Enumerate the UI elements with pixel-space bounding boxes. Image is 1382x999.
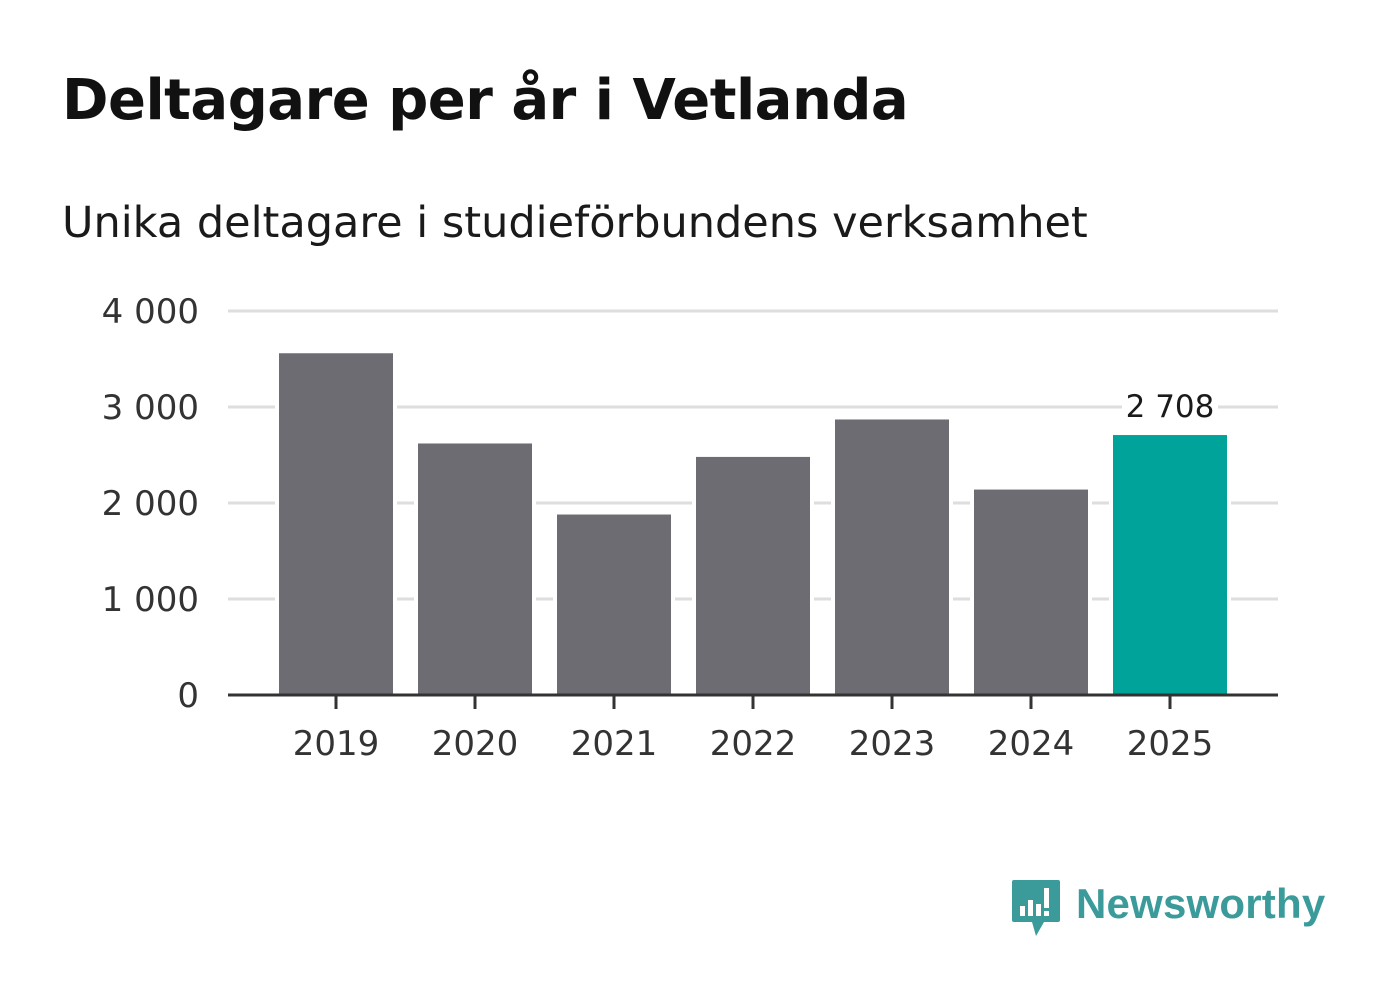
data-label-bg: [1122, 389, 1218, 426]
bar-2021: [557, 514, 671, 695]
chart-subtitle: Unika deltagare i studieförbundens verks…: [62, 198, 1088, 248]
bar-2023: [835, 419, 949, 695]
x-tick-label: 2021: [571, 724, 658, 764]
y-tick-label: 3 000: [102, 388, 199, 428]
bars: [275, 353, 1231, 695]
x-tick-label: 2025: [1127, 724, 1214, 764]
x-tick-label: 2022: [710, 724, 797, 764]
chart-title: Deltagare per år i Vetlanda: [62, 68, 909, 133]
y-tick-label: 4 000: [102, 292, 199, 332]
x-axis: [228, 693, 1278, 709]
y-tick-label: 0: [177, 676, 199, 716]
bar-2022: [696, 456, 810, 695]
labels: 0 1 000 2 000 3 000 4 000 2019 2020 2021 2022 202…: [102, 292, 1218, 764]
newsworthy-logo-icon: [1012, 880, 1060, 936]
y-tick-label: 1 000: [102, 580, 199, 620]
x-tick-label: 2024: [988, 724, 1075, 764]
bar-2019: [279, 353, 393, 695]
brand-name: Newsworthy: [1076, 880, 1326, 927]
y-tick-label: 2 000: [102, 484, 199, 524]
x-tick-label: 2019: [293, 724, 380, 764]
bar-2020: [418, 443, 532, 695]
x-tick-label: 2020: [432, 724, 519, 764]
bar-2025: [1113, 435, 1227, 695]
data-label: 2 708: [1126, 389, 1215, 425]
newsworthy-logo: Newsworthy: [1010, 878, 1325, 940]
bar-2024: [974, 489, 1088, 695]
x-tick-label: 2023: [849, 724, 936, 764]
